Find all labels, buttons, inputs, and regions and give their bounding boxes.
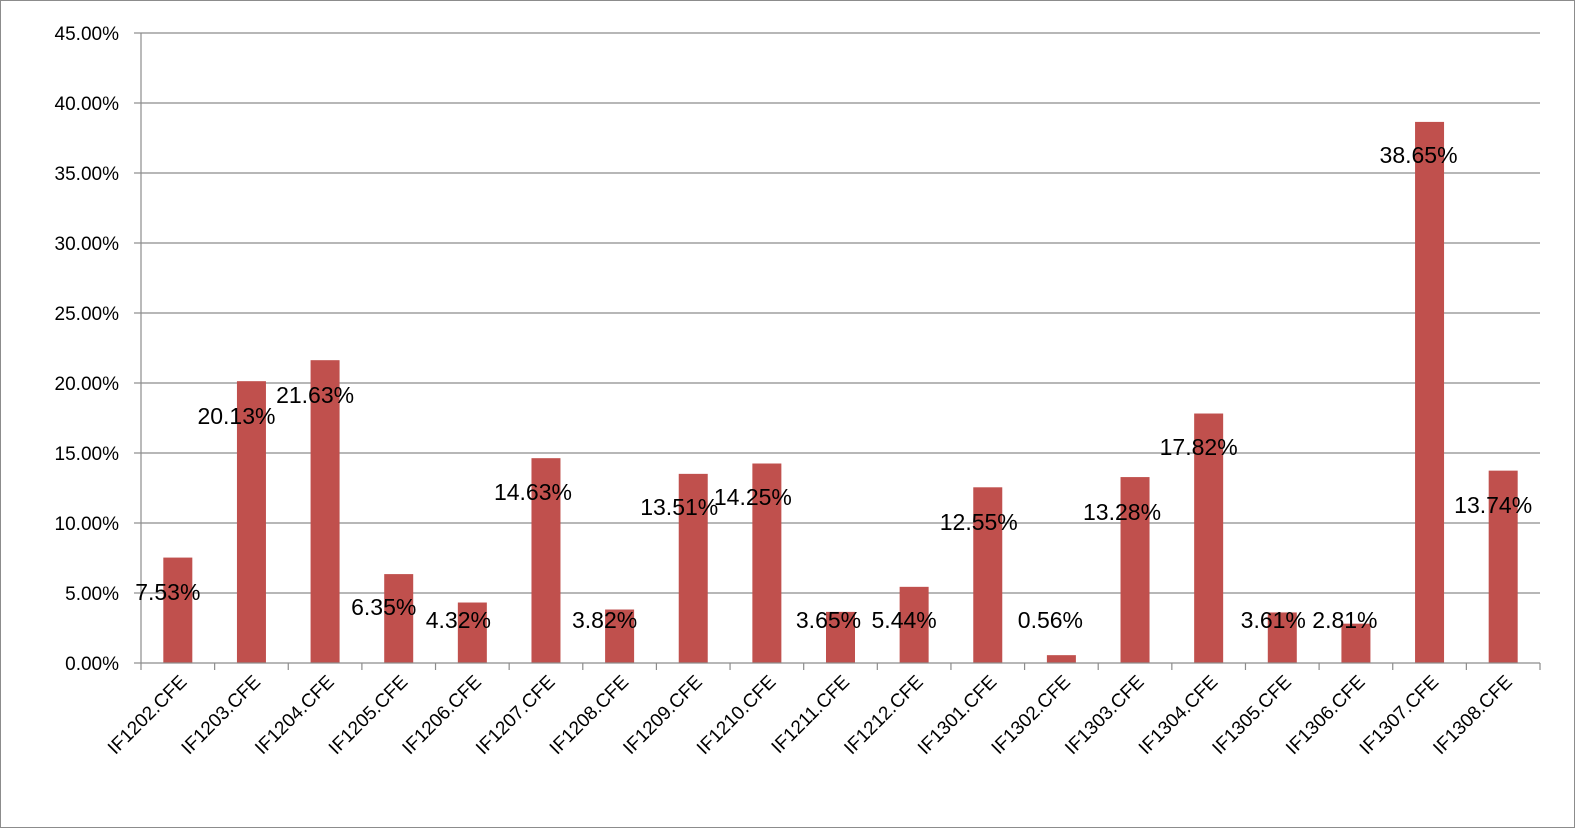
y-tick-label: 40.00% [55,94,120,115]
y-tick-label: 35.00% [55,164,120,185]
data-label: 0.56% [1018,607,1083,633]
y-tick-label: 45.00% [55,24,120,45]
y-axis-tick-labels: 0.00% 5.00% 10.00% 15.00% 20.00% 25.00% 30.00%… [55,24,120,675]
bar [973,487,1003,663]
bar [1120,477,1150,663]
data-label: 3.82% [572,607,637,633]
bar [457,602,487,663]
data-label: 21.63% [276,382,354,408]
y-tick-label: 20.00% [55,374,120,395]
data-label: 12.55% [940,509,1018,535]
data-label: 6.35% [351,594,416,620]
bar [1194,413,1224,663]
data-label: 20.13% [197,403,275,429]
data-label: 14.25% [714,484,792,510]
bar [1046,655,1076,663]
gridlines [141,32,1540,594]
data-label: 38.65% [1380,142,1458,168]
bar [384,574,414,663]
y-tick-label: 15.00% [55,444,120,465]
axes [134,32,1541,670]
bar [899,586,929,663]
data-labels: 7.53% 20.13%21.63% 6.35% 4.32% 14.63% 3.82% 13… [135,142,1532,633]
data-label: 3.61% [1241,607,1306,633]
data-label: 2.81% [1312,607,1377,633]
bar [826,611,855,663]
data-label: 14.63% [494,479,572,505]
data-label: 5.44% [872,607,937,633]
data-label: 7.53% [135,579,200,605]
data-label: 13.74% [1454,492,1532,518]
y-tick-label: 10.00% [55,514,120,535]
data-label: 3.65% [796,607,861,633]
y-tick-label: 25.00% [55,304,120,325]
x-axis-category-labels: IF1202.CFEIF1203.CFEIF1204.CFEIF1205.CFE… [104,672,1517,759]
bar [531,458,561,663]
bar [1341,623,1371,663]
data-label: 4.32% [426,607,491,633]
bar [163,557,193,663]
x-category-label: IF1308.CFE [1429,672,1516,759]
y-tick-label: 5.00% [65,584,119,605]
data-label: 13.28% [1083,499,1161,525]
bar [1267,612,1297,663]
bar [605,609,635,663]
bar [1488,470,1518,663]
bar [236,381,266,663]
data-label: 13.51% [640,494,718,520]
y-tick-label: 30.00% [55,234,120,255]
bar-series [163,121,1518,663]
bar [678,473,708,663]
data-label: 17.82% [1160,434,1238,460]
y-tick-label: 0.00% [65,654,119,675]
bar [310,360,340,663]
bar [752,463,782,663]
bar [1415,121,1445,663]
x-category-label: IF1210.CFE [693,672,780,759]
